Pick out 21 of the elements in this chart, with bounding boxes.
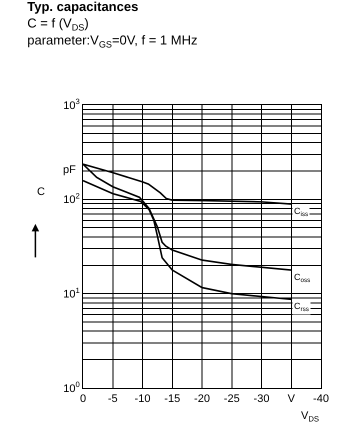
x-tick-label: -30 xyxy=(254,393,270,406)
x-tick-label: -15 xyxy=(164,393,180,406)
x-tick-label: -25 xyxy=(224,393,240,406)
x-tick-label: -10 xyxy=(134,393,150,406)
y-tick-label: 10$^{2}$ xyxy=(63,192,80,206)
series-label: C$_{oss}$ xyxy=(294,272,310,284)
chart-title: Typ. capacitances xyxy=(27,0,138,14)
x-tick-label: V xyxy=(288,393,296,406)
y-tick-label: 10$^{0}$ xyxy=(63,380,80,395)
x-tick-label: -20 xyxy=(194,393,210,406)
text: pF xyxy=(63,164,76,176)
x-axis-title: V$_{DS}$ xyxy=(301,410,320,424)
x-tick-label: -40 xyxy=(313,393,329,406)
series-label: C$_{iss}$ xyxy=(294,206,308,218)
series-label: C$_{rss}$ xyxy=(294,301,309,313)
y-tick-label: 10$^{3}$ xyxy=(63,97,80,112)
y-axis-title: C xyxy=(37,186,45,198)
y-tick-label: 10$^{1}$ xyxy=(63,286,80,301)
x-tick-label: 0 xyxy=(80,393,86,406)
chart-subtitle: C = f (V$_{DS}$) parameter:V$_{GS}$=0V, f = 1 MHz xyxy=(27,16,198,50)
x-tick-label: -5 xyxy=(108,393,118,406)
